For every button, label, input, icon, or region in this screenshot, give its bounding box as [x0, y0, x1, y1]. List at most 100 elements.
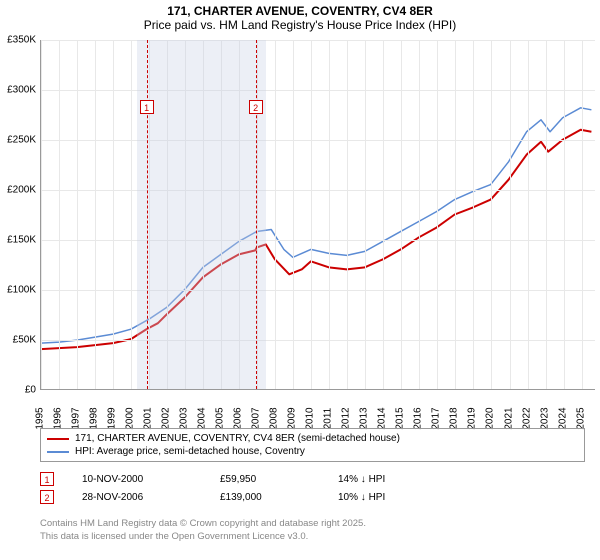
gridline-v — [510, 40, 511, 389]
gridline-v — [329, 40, 330, 389]
x-tick-label: 2012 — [341, 407, 352, 429]
sale-price: £139,000 — [220, 492, 310, 503]
x-tick-label: 2011 — [323, 408, 334, 430]
sale-hpi-delta: 10% ↓ HPI — [338, 492, 385, 503]
gridline-v — [437, 40, 438, 389]
legend: 171, CHARTER AVENUE, COVENTRY, CV4 8ER (… — [40, 428, 585, 462]
gridline-v — [347, 40, 348, 389]
y-tick-label: £150K — [7, 235, 36, 246]
x-axis: 1995199619971998199920002001200220032004… — [40, 390, 595, 424]
gridline-v — [311, 40, 312, 389]
sale-marker-line — [147, 40, 148, 389]
sale-date: 28-NOV-2006 — [82, 492, 192, 503]
gridline-v — [95, 40, 96, 389]
sale-hpi-delta: 14% ↓ HPI — [338, 474, 385, 485]
x-tick-label: 2020 — [485, 407, 496, 429]
x-tick-label: 2013 — [359, 407, 370, 429]
attribution-footer: Contains HM Land Registry data © Crown c… — [40, 518, 560, 544]
gridline-v — [77, 40, 78, 389]
legend-swatch — [47, 451, 69, 453]
x-tick-label: 2015 — [395, 407, 406, 429]
gridline-h — [41, 90, 595, 91]
gridline-v — [546, 40, 547, 389]
gridline-v — [564, 40, 565, 389]
sale-marker-line — [256, 40, 257, 389]
x-tick-label: 2008 — [269, 407, 280, 429]
sale-price: £59,950 — [220, 474, 310, 485]
footer-line2: This data is licensed under the Open Gov… — [40, 531, 560, 544]
x-tick-label: 2024 — [557, 407, 568, 429]
x-tick-label: 1998 — [89, 407, 100, 429]
y-tick-label: £350K — [7, 35, 36, 46]
gridline-v — [293, 40, 294, 389]
gridline-v — [59, 40, 60, 389]
chart-title-address: 171, CHARTER AVENUE, COVENTRY, CV4 8ER — [0, 4, 600, 18]
sale-marker-badge: 1 — [140, 100, 154, 114]
sale-date: 10-NOV-2000 — [82, 474, 192, 485]
x-tick-label: 2017 — [431, 407, 442, 429]
x-tick-label: 1999 — [107, 407, 118, 429]
gridline-v — [528, 40, 529, 389]
legend-swatch — [47, 438, 69, 440]
x-tick-label: 2005 — [215, 407, 226, 429]
sale-row: 1 10-NOV-2000 £59,950 14% ↓ HPI — [40, 470, 585, 488]
x-tick-label: 2002 — [161, 407, 172, 429]
gridline-v — [131, 40, 132, 389]
x-tick-label: 1995 — [35, 407, 46, 429]
x-tick-label: 2022 — [521, 407, 532, 429]
x-tick-label: 2010 — [305, 407, 316, 429]
gridline-v — [419, 40, 420, 389]
x-tick-label: 2004 — [197, 407, 208, 429]
gridline-v — [473, 40, 474, 389]
gridline-v — [113, 40, 114, 389]
gridline-h — [41, 290, 595, 291]
gridline-h — [41, 340, 595, 341]
gridline-h — [41, 190, 595, 191]
gridline-v — [491, 40, 492, 389]
gridline-v — [41, 40, 42, 389]
x-tick-label: 1996 — [53, 407, 64, 429]
x-tick-label: 2007 — [251, 407, 262, 429]
sale-badge: 1 — [40, 472, 54, 486]
x-tick-label: 2025 — [575, 407, 586, 429]
x-tick-label: 2018 — [449, 407, 460, 429]
sale-badge: 2 — [40, 490, 54, 504]
chart-area: £0£50K£100K£150K£200K£250K£300K£350K 12 … — [40, 40, 595, 390]
y-tick-label: £300K — [7, 85, 36, 96]
x-tick-label: 2021 — [503, 407, 514, 429]
legend-label: 171, CHARTER AVENUE, COVENTRY, CV4 8ER (… — [75, 433, 400, 444]
footer-line1: Contains HM Land Registry data © Crown c… — [40, 518, 560, 531]
y-tick-label: £250K — [7, 135, 36, 146]
y-tick-label: £100K — [7, 285, 36, 296]
gridline-h — [41, 140, 595, 141]
chart-title-subtitle: Price paid vs. HM Land Registry's House … — [0, 18, 600, 32]
ownership-band — [137, 40, 267, 389]
legend-label: HPI: Average price, semi-detached house,… — [75, 446, 305, 457]
gridline-v — [455, 40, 456, 389]
x-tick-label: 2000 — [125, 407, 136, 429]
y-tick-label: £200K — [7, 185, 36, 196]
x-tick-label: 2001 — [143, 407, 154, 429]
y-tick-label: £0 — [25, 385, 36, 396]
sale-marker-badge: 2 — [249, 100, 263, 114]
gridline-v — [401, 40, 402, 389]
x-tick-label: 1997 — [71, 407, 82, 429]
chart-title-block: 171, CHARTER AVENUE, COVENTRY, CV4 8ER P… — [0, 0, 600, 34]
x-tick-label: 2023 — [539, 407, 550, 429]
sale-events: 1 10-NOV-2000 £59,950 14% ↓ HPI 2 28-NOV-2006… — [40, 470, 585, 506]
x-tick-label: 2014 — [377, 407, 388, 429]
gridline-h — [41, 40, 595, 41]
gridline-v — [275, 40, 276, 389]
gridline-v — [365, 40, 366, 389]
gridline-v — [383, 40, 384, 389]
y-axis: £0£50K£100K£150K£200K£250K£300K£350K — [0, 40, 40, 390]
x-tick-label: 2019 — [467, 407, 478, 429]
line-series-svg — [41, 40, 595, 389]
gridline-h — [41, 240, 595, 241]
gridline-v — [582, 40, 583, 389]
legend-row: 171, CHARTER AVENUE, COVENTRY, CV4 8ER (… — [47, 432, 578, 445]
sale-row: 2 28-NOV-2006 £139,000 10% ↓ HPI — [40, 488, 585, 506]
plot-area: 12 — [40, 40, 595, 390]
legend-row: HPI: Average price, semi-detached house,… — [47, 445, 578, 458]
x-tick-label: 2006 — [233, 407, 244, 429]
